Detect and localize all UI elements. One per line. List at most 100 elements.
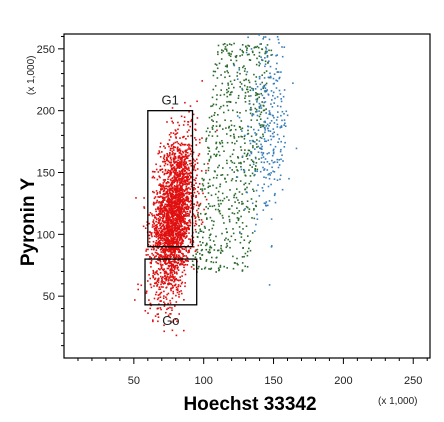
scatter-point-0 [149, 307, 151, 310]
scatter-point-0 [163, 189, 165, 192]
scatter-point-1 [209, 245, 212, 248]
scatter-point-0 [160, 227, 162, 230]
scatter-point-0 [171, 184, 173, 186]
scatter-point-0 [155, 236, 158, 238]
scatter-point-0 [178, 226, 180, 229]
scatter-point-0 [184, 153, 187, 156]
scatter-point-2 [270, 218, 273, 220]
scatter-point-1 [248, 169, 250, 171]
scatter-point-2 [279, 150, 282, 153]
scatter-point-0 [189, 153, 192, 155]
scatter-point-1 [197, 207, 200, 210]
scatter-point-2 [265, 201, 268, 203]
scatter-point-1 [217, 44, 220, 47]
scatter-point-1 [215, 64, 218, 66]
scatter-point-1 [233, 133, 235, 136]
scatter-point-2 [269, 75, 272, 78]
scatter-point-2 [271, 114, 274, 117]
scatter-point-0 [153, 222, 155, 225]
scatter-point-1 [215, 148, 218, 150]
scatter-point-0 [163, 161, 166, 163]
scatter-point-0 [173, 229, 176, 232]
scatter-point-0 [175, 160, 177, 163]
scatter-point-0 [193, 184, 195, 186]
scatter-point-0 [186, 152, 189, 154]
scatter-point-0 [153, 271, 155, 274]
scatter-point-0 [173, 268, 176, 270]
scatter-point-1 [215, 261, 217, 264]
scatter-point-0 [171, 120, 173, 123]
scatter-point-2 [274, 201, 277, 204]
scatter-point-2 [276, 158, 279, 161]
scatter-point-1 [234, 262, 236, 264]
scatter-point-0 [154, 277, 157, 280]
scatter-point-0 [186, 227, 189, 229]
scatter-point-2 [268, 125, 270, 127]
scatter-point-0 [163, 173, 166, 176]
scatter-point-2 [270, 138, 273, 141]
scatter-point-0 [176, 218, 178, 221]
scatter-point-1 [233, 196, 235, 199]
scatter-point-2 [269, 72, 271, 75]
scatter-point-1 [212, 70, 215, 73]
scatter-point-0 [153, 201, 155, 204]
scatter-point-1 [209, 233, 212, 236]
scatter-point-1 [254, 80, 257, 83]
scatter-point-0 [155, 234, 158, 237]
scatter-point-0 [169, 170, 171, 172]
scatter-point-0 [174, 223, 176, 225]
scatter-point-0 [175, 256, 177, 259]
scatter-point-1 [207, 169, 210, 172]
scatter-point-2 [254, 148, 256, 150]
scatter-point-0 [154, 282, 156, 285]
scatter-point-0 [169, 274, 172, 276]
scatter-point-0 [160, 243, 162, 245]
scatter-point-0 [185, 185, 188, 188]
scatter-point-0 [174, 278, 177, 281]
scatter-point-1 [214, 85, 217, 87]
scatter-point-0 [167, 228, 169, 230]
scatter-point-0 [151, 224, 154, 226]
scatter-point-2 [269, 135, 272, 137]
scatter-point-0 [163, 237, 166, 240]
scatter-point-0 [185, 222, 187, 225]
scatter-point-1 [209, 185, 211, 187]
scatter-point-1 [228, 52, 231, 55]
scatter-point-2 [271, 99, 273, 101]
scatter-point-0 [159, 263, 162, 265]
scatter-point-1 [239, 241, 242, 244]
scatter-point-2 [269, 122, 271, 124]
scatter-point-0 [167, 219, 169, 221]
scatter-point-0 [181, 173, 184, 176]
scatter-point-1 [218, 107, 221, 110]
scatter-point-1 [226, 44, 229, 46]
scatter-point-1 [244, 182, 247, 184]
scatter-point-0 [179, 161, 181, 164]
scatter-point-1 [263, 84, 265, 87]
scatter-point-1 [234, 201, 236, 203]
scatter-point-1 [192, 263, 194, 266]
scatter-point-0 [176, 288, 179, 290]
scatter-point-2 [261, 154, 264, 156]
scatter-point-0 [165, 217, 167, 219]
scatter-point-0 [156, 252, 158, 254]
scatter-point-0 [186, 187, 189, 190]
scatter-point-2 [283, 46, 286, 48]
scatter-point-0 [161, 213, 164, 216]
scatter-point-0 [162, 201, 164, 203]
scatter-point-1 [212, 103, 215, 106]
scatter-point-1 [213, 204, 216, 207]
scatter-point-1 [228, 100, 230, 103]
scatter-point-0 [171, 228, 173, 231]
scatter-point-0 [179, 173, 182, 176]
scatter-point-0 [166, 308, 168, 311]
scatter-point-2 [258, 140, 261, 142]
scatter-point-1 [220, 74, 222, 76]
scatter-point-2 [267, 139, 270, 142]
scatter-point-2 [264, 87, 267, 89]
scatter-point-0 [154, 273, 156, 276]
scatter-point-0 [165, 185, 168, 187]
scatter-point-2 [284, 141, 286, 144]
scatter-point-2 [275, 68, 277, 70]
scatter-point-2 [263, 183, 265, 186]
